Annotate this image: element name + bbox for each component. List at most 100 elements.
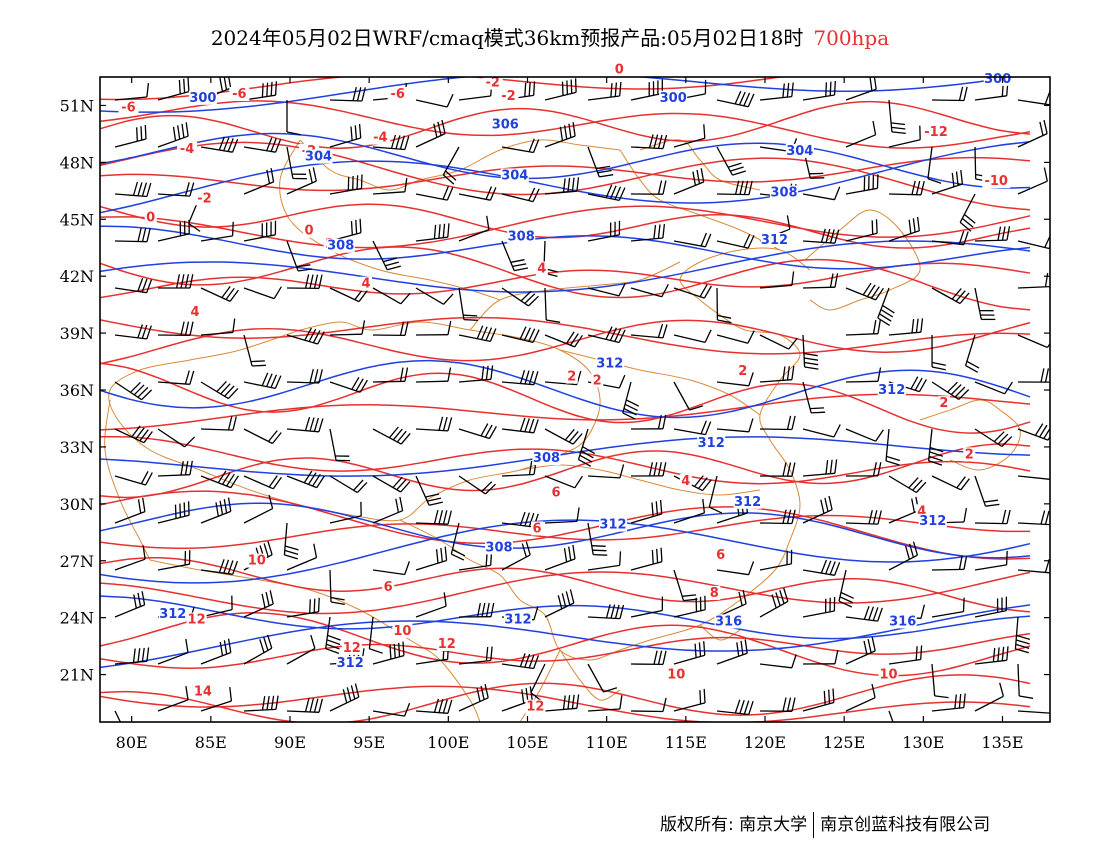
height-label-bg bbox=[336, 656, 365, 671]
wind-barb-shaft bbox=[630, 334, 663, 339]
height-label-bg bbox=[918, 513, 947, 528]
height-label-bg bbox=[188, 90, 217, 105]
wind-barb bbox=[845, 683, 876, 712]
wind-barb-feather bbox=[984, 499, 999, 503]
wind-barb-feather bbox=[317, 331, 325, 345]
temperature-label-bg bbox=[531, 521, 543, 536]
wind-barb-feather bbox=[528, 295, 539, 307]
wind-barb bbox=[587, 220, 621, 242]
temperature-label-bg bbox=[186, 612, 207, 627]
wind-barb-shaft bbox=[974, 695, 1004, 712]
wind-barb-feather bbox=[350, 126, 353, 141]
wind-barb-shaft bbox=[802, 569, 835, 576]
wind-barb-shaft bbox=[200, 700, 232, 712]
wind-barb-feather bbox=[1019, 695, 1034, 699]
wind-barb-feather bbox=[950, 384, 962, 395]
wind-barb-feather bbox=[356, 87, 362, 102]
wind-barb-shaft bbox=[157, 474, 191, 477]
wind-barb bbox=[1014, 616, 1031, 654]
height-label-bg bbox=[888, 614, 917, 629]
height-label-bg bbox=[760, 233, 789, 247]
temperature-label-bg bbox=[550, 485, 562, 500]
wind-barb-feather bbox=[570, 79, 573, 94]
wind-barb-feather bbox=[748, 418, 754, 432]
wind-barb-shaft bbox=[114, 240, 148, 243]
wind-barb-feather bbox=[660, 547, 663, 562]
wind-barb-shaft bbox=[243, 181, 274, 195]
wind-barb bbox=[845, 637, 876, 665]
wind-barb bbox=[200, 286, 239, 302]
wind-barb-feather bbox=[747, 93, 755, 107]
wind-barb-shaft bbox=[329, 381, 361, 393]
wind-barb-shaft bbox=[716, 710, 749, 716]
lat-tick-label: 42N bbox=[60, 267, 94, 286]
lat-tick-label: 36N bbox=[60, 381, 94, 400]
wind-barb-feather bbox=[651, 549, 654, 565]
wind-barb-shaft bbox=[329, 137, 361, 148]
wind-barb-feather bbox=[696, 169, 701, 184]
wind-barb-feather bbox=[863, 605, 870, 620]
wind-barb-shaft bbox=[286, 710, 320, 713]
wind-barb-feather bbox=[141, 278, 148, 293]
wind-barb-feather bbox=[734, 699, 741, 714]
wind-barb-feather bbox=[351, 376, 360, 390]
wind-barb-shaft bbox=[974, 659, 1007, 665]
wind-barb-feather bbox=[561, 81, 564, 96]
wind-barb-shaft bbox=[673, 428, 706, 436]
wind-barb bbox=[114, 710, 122, 722]
wind-barb-feather bbox=[232, 560, 239, 575]
temperature-label: 10 bbox=[667, 668, 685, 683]
wind-barb-feather bbox=[959, 292, 970, 304]
wind-barb bbox=[759, 509, 796, 525]
wind-barb-feather bbox=[698, 642, 702, 657]
wind-barb-feather bbox=[748, 701, 754, 715]
wind-barb-feather bbox=[610, 185, 617, 199]
wind-barb-shaft bbox=[716, 334, 749, 344]
wind-barb-shaft bbox=[845, 380, 879, 383]
height-label: 300 bbox=[660, 91, 687, 106]
lon-tick-label: 110E bbox=[586, 733, 628, 752]
isotherm-line bbox=[100, 156, 1031, 192]
isotherm-line bbox=[100, 205, 1031, 249]
wind-barb bbox=[630, 650, 667, 666]
wind-barb-shaft bbox=[368, 616, 374, 649]
height-label: 312 bbox=[878, 383, 905, 398]
wind-barb-shaft bbox=[415, 380, 449, 383]
wind-barb-feather bbox=[183, 502, 186, 517]
wind-barb-feather bbox=[252, 364, 267, 367]
lon-tick-label: 120E bbox=[744, 733, 786, 752]
lat-tick-label: 48N bbox=[60, 153, 94, 172]
wind-barb-feather bbox=[269, 590, 274, 605]
wind-barb-feather bbox=[451, 553, 465, 561]
wind-barb-feather bbox=[559, 126, 564, 141]
wind-barb-shaft bbox=[114, 660, 147, 665]
wind-barb-feather bbox=[143, 431, 153, 444]
wind-barb-feather bbox=[309, 274, 314, 289]
height-contour-line bbox=[100, 502, 1031, 559]
wind-barb-feather bbox=[951, 172, 955, 187]
wind-barb-feather bbox=[1015, 643, 1030, 650]
wind-barb-feather bbox=[833, 80, 836, 96]
wind-barb-shaft bbox=[630, 92, 663, 101]
height-contour-line bbox=[100, 604, 1031, 669]
wind-barb-shaft bbox=[759, 663, 792, 669]
wind-barb-shaft bbox=[114, 558, 146, 571]
axis-ticks: 80E 85E 90E 95E 100E 105E 110E 115E 120E 125E 130E… bbox=[60, 77, 1050, 752]
wind-barb-feather bbox=[863, 640, 868, 655]
wind-barb-shaft bbox=[501, 240, 515, 271]
wind-barb-shaft bbox=[802, 286, 836, 289]
wind-barb-feather bbox=[528, 187, 536, 201]
wind-barb-feather bbox=[404, 177, 408, 192]
wind-barb-feather bbox=[528, 512, 535, 527]
lat-tick-label: 33N bbox=[60, 438, 94, 457]
wind-barb bbox=[544, 331, 583, 348]
wind-barb-feather bbox=[963, 86, 968, 101]
wind-barb-feather bbox=[304, 274, 310, 289]
wind-barb-shaft bbox=[501, 287, 529, 307]
wind-barb-feather bbox=[1034, 423, 1044, 436]
wind-barb bbox=[157, 370, 195, 385]
wind-barb-feather bbox=[524, 370, 530, 385]
wind-barb-shaft bbox=[888, 331, 921, 336]
wind-barb-feather bbox=[304, 417, 311, 431]
wind-barb bbox=[587, 184, 626, 202]
